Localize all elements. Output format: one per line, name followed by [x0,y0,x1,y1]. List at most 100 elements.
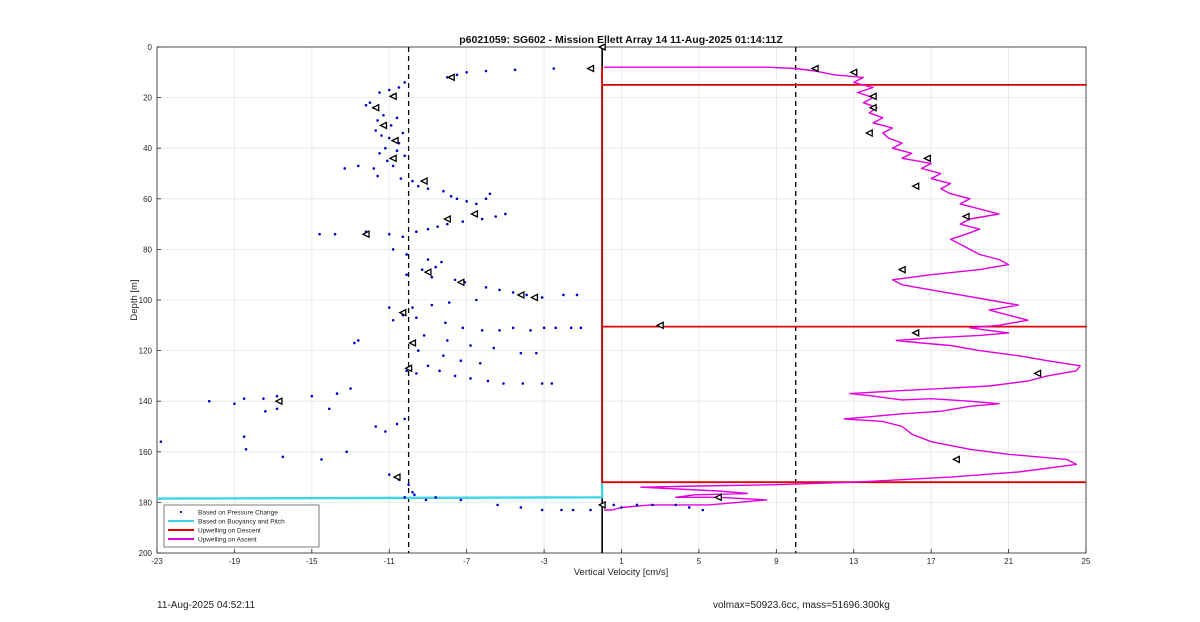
triangle-marker [456,278,465,287]
pressure-change-point [275,394,279,398]
pressure-change-point [651,503,654,507]
pressure-change-point [519,506,523,509]
pressure-change-point [391,248,395,251]
y-axis-ticks: 0 20 40 60 80 100 120 140 160 180 200 [139,43,161,558]
pressure-change-point [364,103,368,107]
pressure-change-point [415,230,418,233]
x-tick-label: -19 [229,557,241,566]
pressure-change-point [397,86,401,89]
pressure-change-point [426,364,430,368]
pressure-change-point [459,359,463,363]
legend-label-ascent: Upwelling on Ascent [198,537,257,544]
pressure-change-point [422,334,426,337]
upwelling-ascent-line [604,66,1081,511]
pressure-change-point [264,410,267,413]
x-tick-label: -11 [384,557,396,566]
pressure-change-point [382,114,385,117]
x-tick-label: 9 [774,557,779,566]
x-tick-label: -15 [306,557,318,566]
triangle-marker [897,265,906,274]
legend-label-pressure: Based on Pressure Change [198,510,278,517]
pressure-change-point [484,286,488,289]
triangle-marker [388,154,397,163]
triangle-marker [655,321,664,330]
pressure-change-point [480,329,484,332]
x-tick-label: -7 [463,557,471,566]
pressure-change-point [469,344,472,347]
x-tick-label: 13 [849,557,858,566]
triangle-marker [951,455,960,464]
triangle-marker [398,308,407,317]
pressure-change-point [374,129,378,132]
triangle-marker [586,64,595,73]
pressure-change-point [387,306,391,309]
triangle-marker [911,182,920,191]
pressure-change-point [502,382,505,385]
pressure-change-point [571,508,575,512]
triangle-marker [529,293,539,302]
pressure-change-point [384,146,387,150]
pressure-change-point [389,124,393,127]
pressure-change-point [403,81,407,84]
footer-timestamp: 11-Aug-2025 04:52:11 [157,600,256,611]
triangle-marker [516,290,525,299]
pressure-change-point [550,382,554,385]
pressure-change-point [461,220,465,223]
pressure-change-point [368,101,372,104]
pressure-change-point [207,399,211,403]
triangle-marker [597,500,606,509]
triangle-marker [849,68,858,77]
pressure-change-point [281,455,285,459]
pressure-points [159,67,705,512]
pressure-change-point [434,265,438,269]
pressure-change-point [416,184,420,188]
pressure-change-point [353,341,356,345]
pressure-change-point [420,268,424,271]
pressure-change-point [372,167,376,170]
pressure-change-point [552,67,556,70]
triangle-marker [371,103,380,112]
pressure-change-point [415,372,418,375]
upwelling-descent-line [601,67,1087,484]
pressure-change-point [386,159,389,163]
pressure-change-point [356,339,360,342]
pressure-change-point [387,88,391,92]
pressure-change-point [484,69,488,73]
pressure-change-point [504,212,507,216]
triangle-marker [419,177,428,186]
pressure-change-point [492,346,496,350]
pressure-change-point [461,326,465,330]
pressure-change-point [242,435,246,438]
triangle-marker [274,397,283,406]
y-tick-label: 200 [139,549,153,558]
triangle-marker [597,42,606,52]
pressure-change-point [687,506,691,509]
pressure-change-point [391,164,395,168]
pressure-change-point [496,503,499,507]
triangle-marker [810,64,819,73]
pressure-change-point [465,200,468,203]
pressure-change-point [440,260,443,264]
pressure-change-point [635,503,639,507]
y-tick-label: 100 [139,296,153,305]
pressure-change-point [498,288,501,292]
pressure-change-point [374,425,378,428]
footer-volmax-mass: volmax=50923.6cc, mass=51696.300kg [713,600,890,611]
triangle-marker [922,154,931,163]
y-tick-label: 0 [148,43,153,52]
pressure-change-point [411,490,414,494]
pressure-change-point [376,174,379,178]
pressure-change-point [442,189,445,193]
pressure-change-point [262,397,265,400]
pressure-change-point [438,369,441,373]
pressure-change-point [436,225,439,228]
pressure-change-point [562,293,565,297]
buoyancy-pitch-line [156,84,604,500]
pressure-change-point [387,473,391,476]
pressure-change-point [612,503,616,507]
pressure-change-point [233,402,236,406]
pressure-change-point [384,430,387,433]
x-tick-label: 1 [619,557,624,566]
y-tick-label: 40 [143,144,152,153]
pressure-change-point [488,192,492,196]
